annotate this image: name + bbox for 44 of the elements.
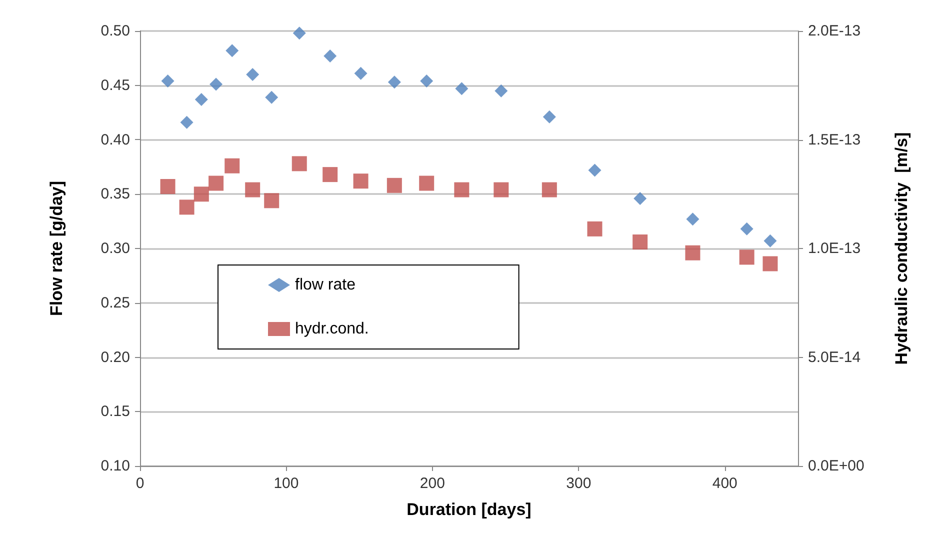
y-tick-label: 0.20 [100,348,130,366]
point [194,93,208,106]
point [210,78,223,91]
x-tick-label: 400 [712,475,738,492]
y-tick-label: 0.15 [100,403,130,420]
y-tick-label: 0.10 [100,458,130,474]
point [588,164,602,177]
y2-tick-label: 2.0E-13 [808,22,861,40]
point [388,76,401,89]
x-tick-label: 200 [420,475,445,492]
x-tick-label: 300 [566,475,592,492]
y2-tick-label: 0.0E+00 [808,458,864,474]
y-tick-label: 0.35 [100,186,130,203]
point [226,44,239,58]
x-axis-title: Duration [days] [406,500,532,519]
y-tick-label: 0.50 [100,22,130,40]
point [542,110,556,124]
y-tick-label: 0.25 [100,294,130,312]
y-tick-label: 0.45 [100,76,130,94]
point [161,74,174,88]
y2-tick-label: 5.0E-14 [808,348,861,366]
legend-label: flow rate [295,276,356,294]
point [265,90,278,104]
point [292,26,306,40]
point [455,82,468,96]
point [246,68,260,81]
point [420,74,434,88]
legend-label: hydr.cond. [295,320,369,338]
point [686,212,700,226]
y-tick-label: 0.40 [100,131,130,148]
y2-axis-title: Hydraulic conductivity [m/s] [892,132,911,365]
point [354,66,368,80]
y2-tick-label: 1.5E-13 [808,131,861,148]
x-tick-label: 100 [274,475,299,492]
point [740,222,754,236]
point [494,84,508,98]
x-tick-label: 0 [136,475,144,492]
y-tick-label: 0.30 [100,240,130,257]
y-axis-title: Flow rate [g/day] [47,180,66,316]
point [324,50,337,63]
y2-tick-label: 1.0E-13 [808,240,861,257]
point [180,116,194,129]
point [634,192,647,205]
point [764,234,777,248]
